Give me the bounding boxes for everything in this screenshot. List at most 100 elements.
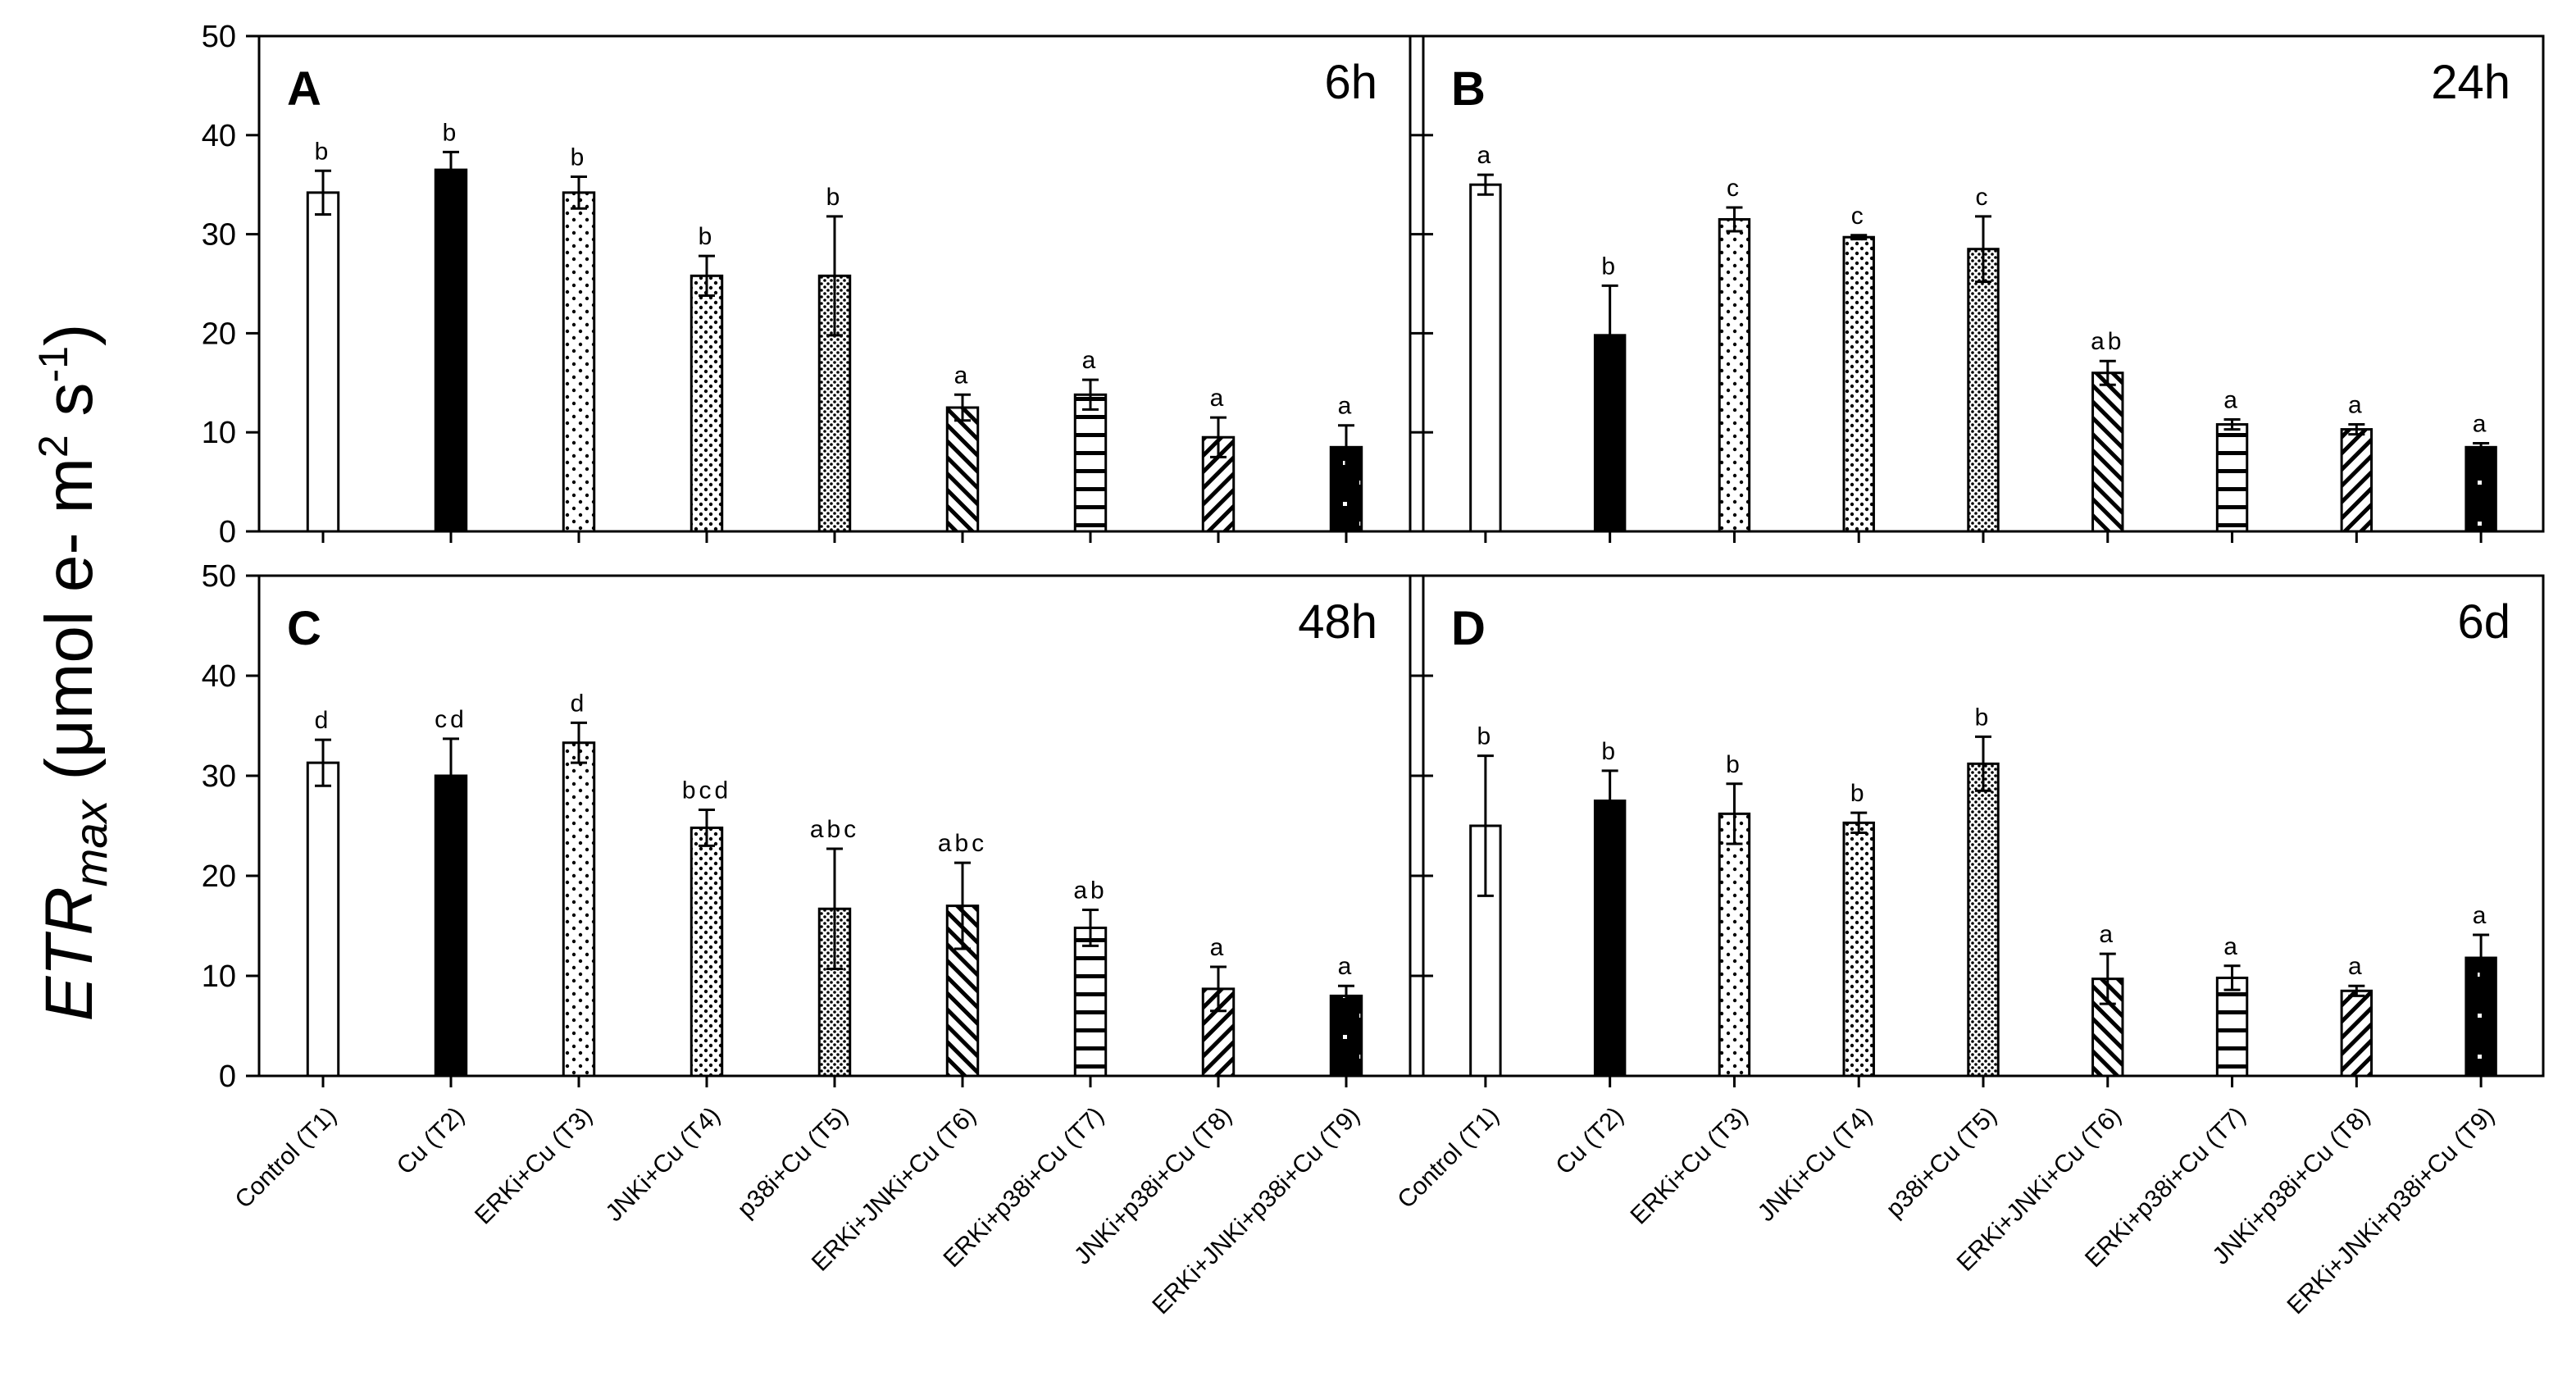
x-tick-label: ERKi+JNKi+p38i+Cu (T9) <box>1147 1102 1365 1320</box>
bar-A-3 <box>562 191 596 533</box>
y-tick-label: 10 <box>202 416 236 450</box>
significance-letter: abc <box>810 816 859 843</box>
significance-letter: a <box>954 362 972 389</box>
significance-letter: a <box>2223 933 2241 960</box>
time-label: 24h <box>2431 56 2510 109</box>
significance-letter: a <box>1082 347 1099 374</box>
bar-D-8 <box>2340 989 2373 1078</box>
significance-letter: ab <box>2091 328 2124 355</box>
bar-B-1 <box>1469 183 1502 533</box>
y-tick-label: 30 <box>202 759 236 794</box>
significance-letter: a <box>1210 934 1227 961</box>
x-tick-label: p38i+Cu (T5) <box>1881 1102 2002 1224</box>
significance-letter: d <box>315 707 332 734</box>
significance-letter: d <box>571 690 588 717</box>
bar-B-5 <box>1967 248 2000 533</box>
significance-letter: b <box>826 184 844 211</box>
time-label: 6h <box>1324 56 1377 109</box>
bar-B-8 <box>2340 428 2373 533</box>
significance-letter: a <box>2348 392 2365 419</box>
bar-B-9 <box>2464 445 2497 533</box>
x-tick-label: Cu (T2) <box>392 1102 470 1180</box>
significance-letter: bcd <box>682 777 731 804</box>
bar-C-2 <box>434 774 468 1078</box>
significance-letter: a <box>2473 410 2490 437</box>
significance-letter: b <box>1601 253 1618 280</box>
y-axis-label: ETRmax (μmol e- m2 s-1) <box>30 324 116 1022</box>
bar-C-1 <box>306 761 340 1078</box>
significance-letter: b <box>315 138 332 165</box>
x-tick-label: JNKi+Cu (T4) <box>1753 1102 1877 1227</box>
y-tick-label: 20 <box>202 317 236 351</box>
significance-letter: a <box>1338 953 1355 980</box>
significance-letter: b <box>1601 738 1618 765</box>
significance-letter: b <box>443 119 460 146</box>
significance-letter: a <box>2099 921 2116 948</box>
plot-frame <box>257 34 1412 533</box>
y-tick-label: 0 <box>219 515 236 549</box>
y-tick-label: 50 <box>202 20 236 54</box>
bar-C-7 <box>1073 926 1108 1078</box>
bar-D-4 <box>1842 821 1875 1078</box>
significance-letter: b <box>1975 704 1992 731</box>
y-tick-label: 30 <box>202 218 236 253</box>
time-label: 6d <box>2457 595 2510 649</box>
bar-B-6 <box>2091 371 2124 533</box>
y-axis-label-sup1: 2 <box>30 435 76 458</box>
significance-letter: c <box>1976 184 1991 211</box>
significance-letter: a <box>2473 902 2490 929</box>
y-axis-label-end: ) <box>32 324 107 346</box>
significance-letter: c <box>1851 203 1867 230</box>
bar-A-1 <box>306 191 340 533</box>
y-tick-label: 40 <box>202 119 236 153</box>
bar-B-4 <box>1842 235 1875 533</box>
significance-letter: a <box>2348 953 2365 980</box>
significance-letter: cd <box>435 706 467 733</box>
y-tick-label: 0 <box>219 1060 236 1094</box>
y-tick-label: 10 <box>202 959 236 994</box>
bar-D-5 <box>1967 762 2000 1078</box>
significance-letter: abc <box>938 830 987 857</box>
significance-letter: b <box>1477 723 1495 750</box>
bar-C-6 <box>945 905 980 1078</box>
x-tick-label: Control (T1) <box>1392 1102 1504 1214</box>
significance-letter: b <box>571 144 588 171</box>
significance-letter: b <box>699 223 716 250</box>
y-axis-label-main: ETR <box>32 886 107 1021</box>
bar-A-7 <box>1073 393 1108 533</box>
panel-letter: C <box>287 602 321 655</box>
panel-D: b Control (T1) b Cu (T2) b ERKi+Cu (T3) b JNKi+… <box>1392 574 2545 1319</box>
plot-frame <box>257 574 1412 1078</box>
y-tick-label: 20 <box>202 859 236 894</box>
y-axis-label-sup2: -1 <box>30 346 76 382</box>
bar-C-9 <box>1329 994 1363 1078</box>
bar-B-3 <box>1718 217 1751 533</box>
y-tick-label: 50 <box>202 559 236 594</box>
bar-D-3 <box>1718 812 1751 1078</box>
significance-letter: a <box>1338 393 1355 420</box>
bar-A-4 <box>690 274 724 533</box>
x-tick-label: Control (T1) <box>230 1102 342 1214</box>
bar-A-6 <box>945 406 980 533</box>
x-tick-label: JNKi+Cu (T4) <box>601 1102 726 1227</box>
y-axis-label-units: (μmol e- m <box>32 458 107 780</box>
plot-frame <box>1422 574 2545 1078</box>
panel-letter: A <box>287 62 321 116</box>
bar-C-3 <box>562 741 596 1078</box>
bar-A-2 <box>434 168 468 533</box>
x-tick-label: p38i+Cu (T5) <box>732 1102 853 1224</box>
significance-letter: a <box>1210 385 1227 412</box>
x-tick-label: ERKi+Cu (T3) <box>1625 1102 1753 1230</box>
panel-letter: D <box>1451 602 1486 655</box>
panel-letter: B <box>1451 62 1486 116</box>
significance-letter: a <box>2223 386 2241 413</box>
significance-letter: b <box>1850 780 1868 807</box>
bar-C-4 <box>690 826 724 1078</box>
plot-frame <box>1422 34 2545 533</box>
panel-A: 0 10 20 30 40 50 b b b b b a a a a A 6h <box>202 20 1412 549</box>
bar-D-2 <box>1593 800 1627 1078</box>
y-tick-label: 40 <box>202 659 236 694</box>
